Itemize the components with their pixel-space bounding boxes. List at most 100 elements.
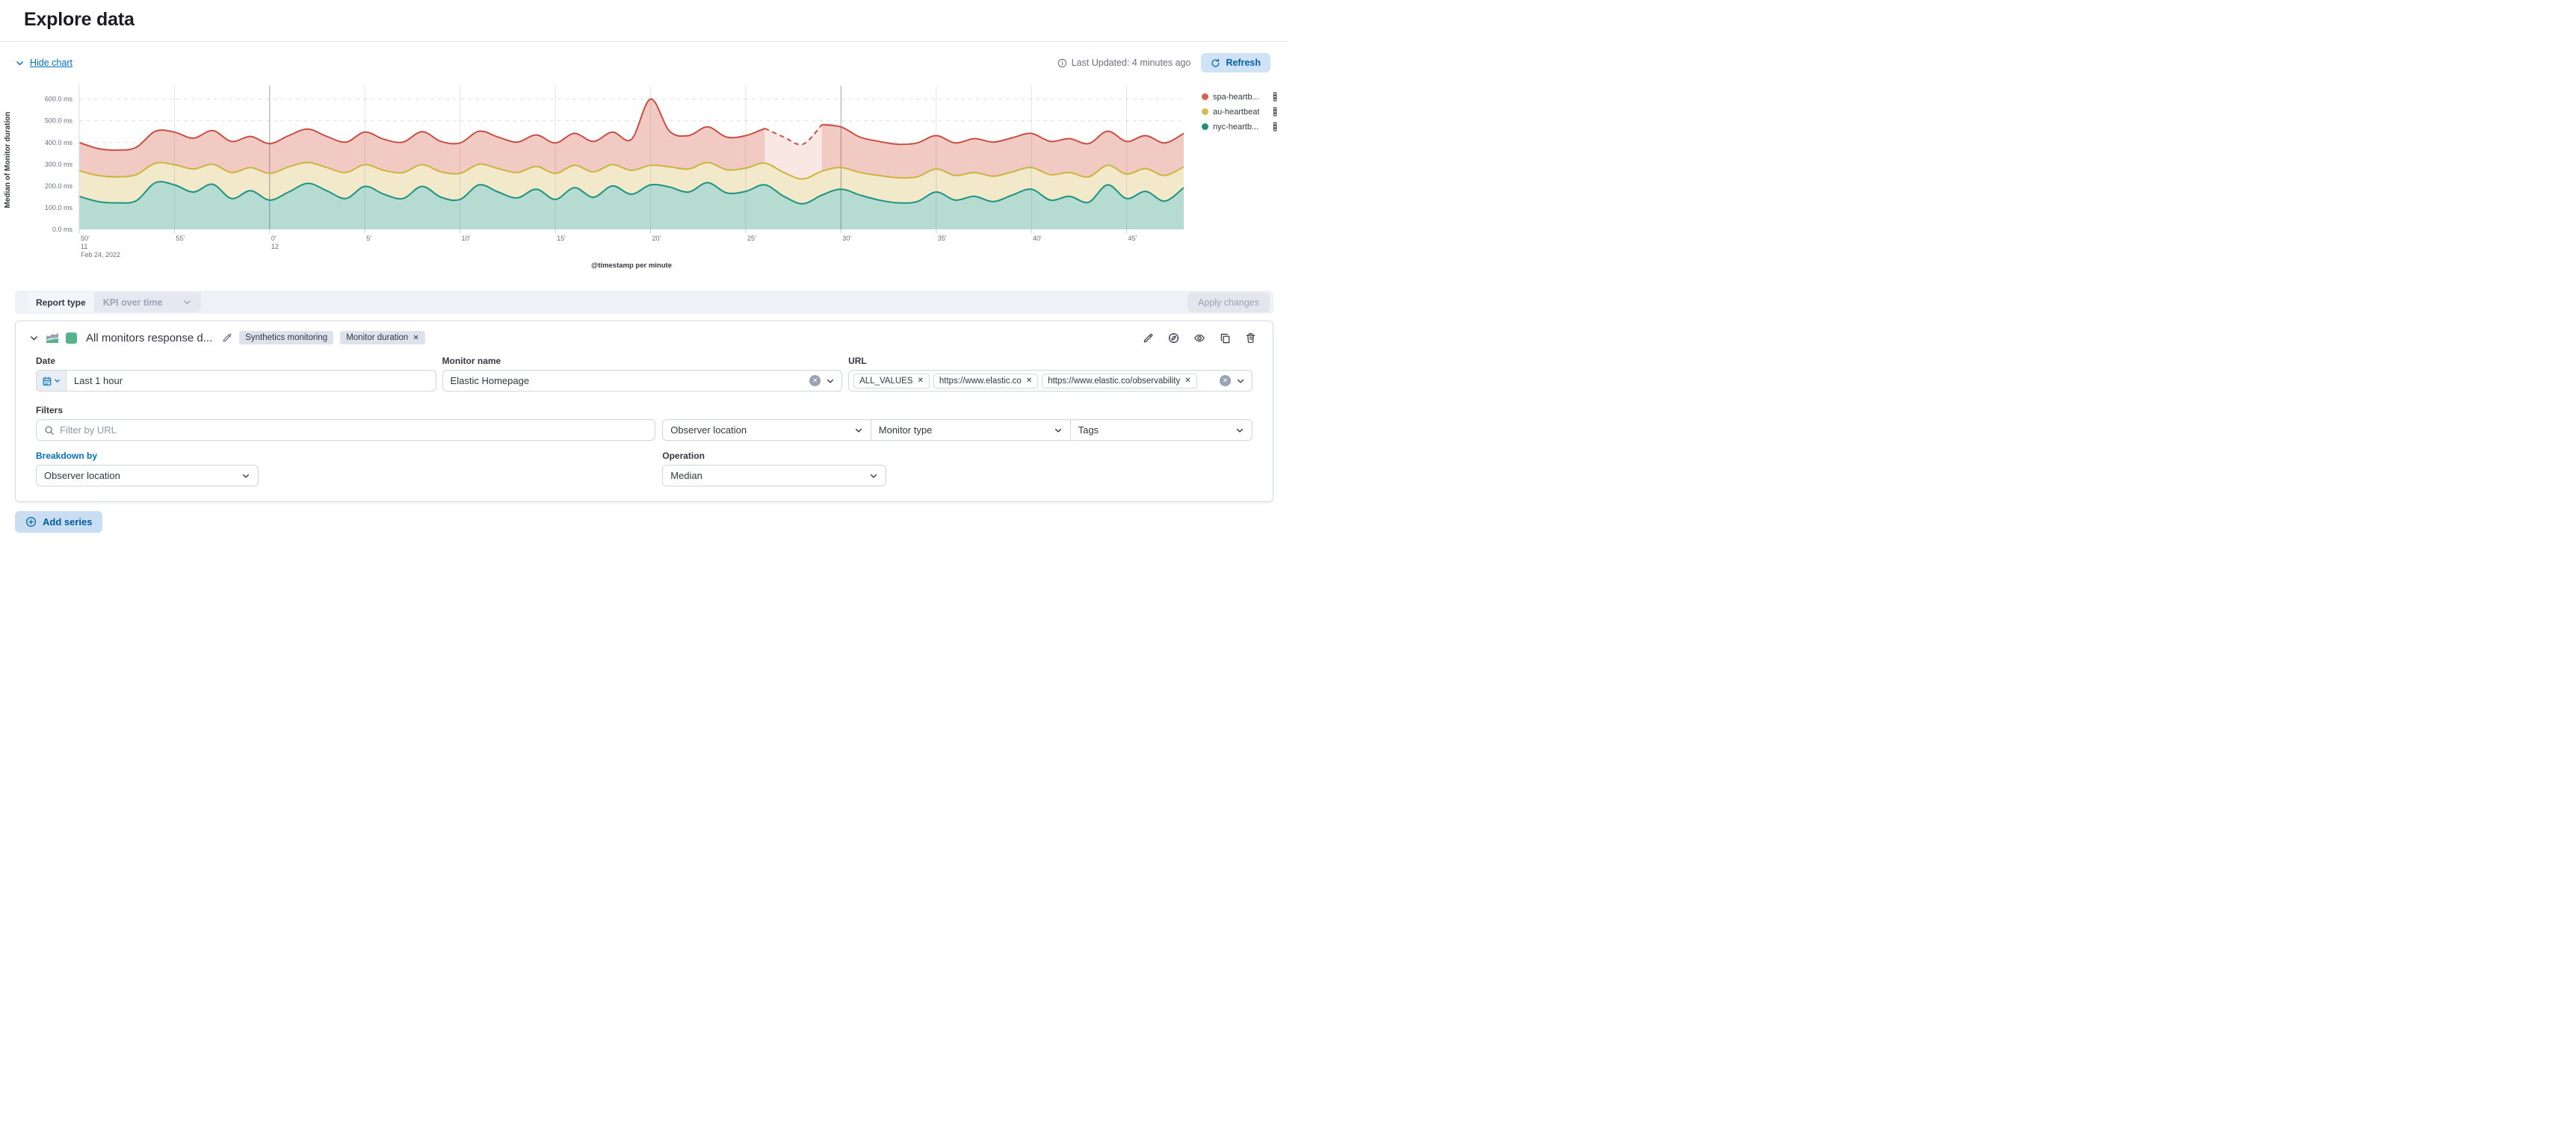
- info-icon: [1057, 58, 1067, 68]
- chip-remove-icon[interactable]: ✕: [1025, 377, 1033, 385]
- svg-text:Median of Monitor duration: Median of Monitor duration: [4, 112, 12, 208]
- report-type-bar: Report type KPI over time Apply changes: [15, 291, 1273, 314]
- edit-title-pencil-icon[interactable]: [222, 332, 232, 343]
- trash-icon[interactable]: [1245, 332, 1256, 344]
- hide-chart-toggle[interactable]: Hide chart: [15, 58, 72, 68]
- copy-icon[interactable]: [1220, 332, 1231, 344]
- timeseries-chart-svg: 0.0 ms 100.0 ms 200.0 ms 300.0 ms 400.0 ms 50…: [4, 84, 1184, 270]
- chevron-down-icon: [182, 297, 192, 307]
- legend-item[interactable]: nyc-heartb...: [1202, 122, 1279, 132]
- legend-item[interactable]: spa-heartb...: [1202, 92, 1279, 102]
- eye-icon[interactable]: [1193, 332, 1205, 344]
- breakdown-label: Breakdown by: [36, 451, 98, 461]
- svg-text:500.0 ms: 500.0 ms: [45, 117, 73, 125]
- svg-text:600.0 ms: 600.0 ms: [45, 96, 73, 103]
- badge-monitor-duration: Monitor duration ✕: [340, 331, 425, 344]
- filter-dropdown-monitor-type[interactable]: Monitor type: [870, 420, 1070, 440]
- date-picker-button[interactable]: [37, 371, 67, 391]
- svg-text:300.0 ms: 300.0 ms: [45, 161, 73, 168]
- legend-label: nyc-heartb...: [1213, 122, 1259, 132]
- chart-toolbar: Hide chart Last Updated: 4 minutes ago R…: [0, 42, 1288, 78]
- calendar-icon: [42, 376, 52, 386]
- svg-text:55': 55': [176, 235, 185, 242]
- series-actions: [1143, 332, 1259, 344]
- svg-text:40': 40': [1033, 235, 1042, 242]
- series-color-swatch[interactable]: [66, 332, 77, 344]
- refresh-button[interactable]: Refresh: [1201, 53, 1270, 72]
- filters-block: Filters Observer location Monitor type Tag…: [29, 405, 1259, 441]
- filter-search-field[interactable]: [36, 419, 656, 441]
- operation-select[interactable]: Median: [662, 465, 887, 486]
- badge-label: Synthetics monitoring: [245, 333, 328, 342]
- url-chip[interactable]: https://www.elastic.co/observability ✕: [1042, 373, 1197, 389]
- svg-text:30': 30': [842, 235, 851, 242]
- operation-group: Operation Median: [662, 451, 1253, 486]
- url-chip[interactable]: https://www.elastic.co ✕: [933, 373, 1039, 389]
- svg-text:15': 15': [557, 235, 566, 242]
- svg-text:0': 0': [271, 235, 277, 242]
- explore-compass-icon[interactable]: [1168, 332, 1179, 344]
- report-type-select[interactable]: Report type KPI over time: [28, 292, 201, 312]
- chevron-down-icon: [15, 58, 25, 68]
- badge-label: Monitor duration: [346, 333, 409, 342]
- legend-options-kebab-icon[interactable]: [1271, 92, 1279, 102]
- url-chip-label: ALL_VALUES: [859, 376, 913, 386]
- refresh-icon: [1211, 58, 1220, 68]
- breakdown-row: Breakdown by Observer location Operation…: [29, 451, 1259, 486]
- monitor-name-value[interactable]: Elastic Homepage: [450, 375, 530, 386]
- chevron-down-icon[interactable]: [1236, 377, 1245, 386]
- badge-synthetics-monitoring: Synthetics monitoring: [239, 331, 334, 344]
- svg-text:50': 50': [81, 235, 90, 242]
- date-field-group: Date Last 1 hour: [36, 356, 436, 392]
- url-field[interactable]: ALL_VALUES ✕ https://www.elastic.co ✕ https:…: [848, 370, 1253, 392]
- breakdown-select[interactable]: Observer location: [36, 465, 259, 486]
- chip-remove-icon[interactable]: ✕: [1184, 377, 1191, 385]
- report-type-label: Report type: [28, 292, 94, 312]
- breakdown-value: Observer location: [44, 470, 120, 481]
- svg-text:25': 25': [747, 235, 756, 242]
- chevron-down-icon: [869, 471, 878, 480]
- dropdown-label: Tags: [1078, 424, 1099, 436]
- dropdown-label: Observer location: [670, 424, 747, 436]
- filter-dropdown-observer-location[interactable]: Observer location: [663, 420, 871, 440]
- svg-text:5': 5': [366, 235, 371, 242]
- chip-remove-icon[interactable]: ✕: [917, 377, 924, 385]
- clear-selection-icon[interactable]: ✕: [809, 375, 821, 386]
- badge-remove-icon[interactable]: ✕: [413, 333, 419, 342]
- add-series-button[interactable]: Add series: [15, 511, 103, 533]
- series-card: All monitors response d... Synthetics mo…: [15, 321, 1273, 502]
- filter-search-input[interactable]: [60, 424, 655, 436]
- legend-dot: [1202, 108, 1208, 115]
- filter-dropdown-tags[interactable]: Tags: [1069, 420, 1252, 440]
- last-updated-text: Last Updated: 4 minutes ago: [1071, 58, 1191, 68]
- last-updated: Last Updated: 4 minutes ago: [1057, 58, 1191, 68]
- refresh-label: Refresh: [1226, 58, 1261, 68]
- kpi-chart: 0.0 ms 100.0 ms 200.0 ms 300.0 ms 400.0 ms 50…: [0, 80, 1288, 271]
- chevron-down-icon[interactable]: [826, 377, 835, 386]
- date-field[interactable]: Last 1 hour: [36, 370, 436, 392]
- chart-plot-area[interactable]: 0.0 ms 100.0 ms 200.0 ms 300.0 ms 400.0 ms 50…: [0, 80, 1288, 275]
- date-value[interactable]: Last 1 hour: [74, 375, 123, 386]
- url-chip[interactable]: ALL_VALUES ✕: [853, 373, 930, 389]
- edit-pencil-icon[interactable]: [1143, 332, 1154, 344]
- series-title: All monitors response d...: [86, 331, 213, 344]
- apply-changes-button[interactable]: Apply changes: [1187, 292, 1270, 312]
- legend-item[interactable]: au-heartbeat: [1202, 107, 1279, 117]
- svg-text:0.0 ms: 0.0 ms: [52, 226, 73, 233]
- legend-dot: [1202, 123, 1208, 130]
- header-divider: [0, 41, 1288, 42]
- svg-text:200.0 ms: 200.0 ms: [45, 182, 73, 190]
- legend-options-kebab-icon[interactable]: [1271, 107, 1279, 117]
- clear-selection-icon[interactable]: ✕: [1219, 375, 1231, 386]
- chevron-down-icon: [1235, 426, 1244, 435]
- chart-legend: spa-heartb... au-heartbeat nyc-heartb...: [1202, 92, 1279, 132]
- chevron-down-icon[interactable]: [29, 333, 39, 343]
- toolbar-right: Last Updated: 4 minutes ago Refresh: [1057, 53, 1270, 72]
- monitor-name-field[interactable]: Elastic Homepage ✕: [442, 370, 843, 392]
- url-field-group: URL ALL_VALUES ✕ https://www.elastic.co ✕ ht…: [848, 356, 1253, 392]
- search-icon: [37, 425, 60, 436]
- legend-options-kebab-icon[interactable]: [1271, 122, 1279, 132]
- chevron-down-icon: [241, 471, 250, 480]
- hide-chart-link[interactable]: Hide chart: [30, 58, 72, 68]
- add-series-label: Add series: [43, 516, 93, 528]
